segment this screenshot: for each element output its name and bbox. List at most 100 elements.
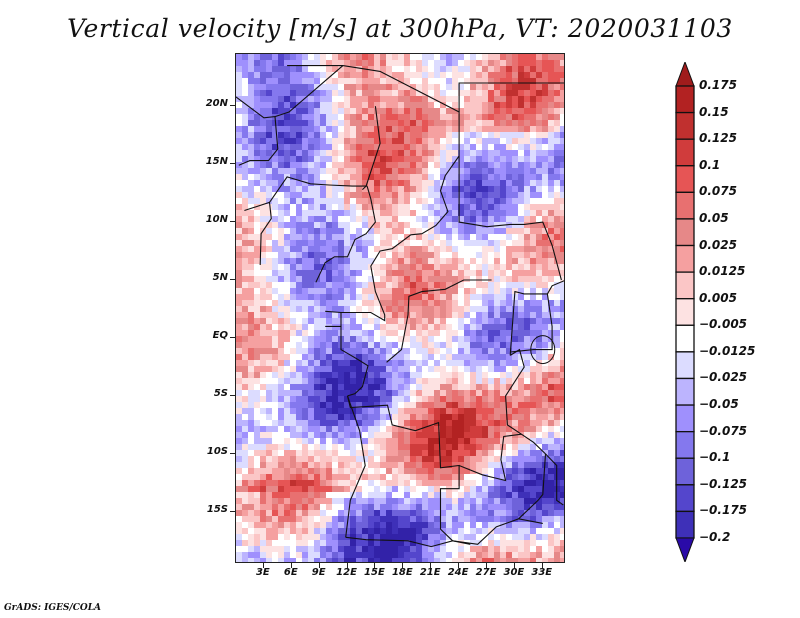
lon-tick-label: 18E	[391, 567, 413, 578]
border-line	[236, 96, 279, 166]
colorbar-segment	[675, 191, 695, 220]
colorbar-level-label: −0.1	[699, 450, 731, 465]
lon-tick-mark	[318, 563, 320, 568]
colorbar-level-label: 0.005	[699, 290, 737, 305]
lon-tick-mark	[346, 563, 348, 568]
colorbar-level-label: 0.075	[699, 184, 737, 199]
border-line	[545, 453, 564, 506]
map-plot-area	[235, 53, 565, 563]
border-line	[269, 176, 368, 203]
colorbar-level-label: −0.075	[699, 423, 748, 438]
border-line	[362, 106, 381, 190]
lon-tick-label: 15E	[364, 567, 385, 578]
lon-tick-mark	[430, 563, 432, 568]
colorbar-segment	[675, 510, 695, 539]
lat-tick-label: 10S	[206, 445, 228, 457]
colorbar-segment	[675, 85, 695, 114]
colorbar-level-label: −0.05	[699, 397, 739, 412]
lat-tick-mark	[230, 336, 235, 338]
colorbar	[675, 62, 695, 562]
lat-tick-mark	[230, 221, 235, 223]
lat-tick-label: 5S	[213, 387, 228, 399]
lat-tick-mark	[230, 510, 235, 512]
border-line	[325, 310, 371, 314]
field-cells	[236, 54, 564, 562]
border-line	[274, 65, 344, 118]
colorbar-level-label: 0.0125	[699, 264, 746, 279]
colorbar-segment	[675, 324, 695, 353]
lat-tick-label: 10N	[205, 214, 228, 226]
colorbar-segment	[675, 271, 695, 300]
lat-tick-label: 20N	[205, 98, 228, 110]
lat-tick-mark	[230, 163, 235, 165]
border-line	[287, 65, 460, 322]
lon-tick-mark	[262, 563, 264, 568]
colorbar-level-label: −0.0125	[699, 343, 756, 358]
lon-tick-label: 33E	[531, 567, 553, 578]
colorbar-level-label: 0.025	[699, 237, 737, 252]
border-line	[511, 293, 553, 353]
colorbar-segment	[675, 218, 695, 247]
colorbar-segment	[675, 457, 695, 486]
colorbar-segment	[675, 404, 695, 433]
colorbar-segment	[675, 138, 695, 167]
colorbar-under-arrow	[675, 537, 695, 562]
colorbar-segment	[675, 377, 695, 406]
border-line	[518, 453, 547, 520]
colorbar-segment	[675, 111, 695, 140]
colorbar-segment	[675, 351, 695, 380]
border-line	[452, 518, 543, 545]
lat-tick-mark	[230, 279, 235, 281]
lon-tick-mark	[290, 563, 292, 568]
lat-tick-label: 15S	[206, 503, 228, 515]
colorbar-segment	[675, 484, 695, 513]
lon-tick-mark	[485, 563, 487, 568]
lon-tick-label: 24E	[447, 567, 469, 578]
lat-tick-label: 5N	[212, 272, 228, 284]
colorbar-level-label: −0.175	[699, 503, 748, 518]
border-line	[244, 201, 272, 266]
colorbar-level-label: 0.1	[699, 157, 721, 172]
colorbar-segment	[675, 165, 695, 194]
colorbar-level-label: 0.175	[699, 78, 737, 92]
border-line	[346, 395, 460, 542]
lake-victoria-outline	[530, 335, 556, 365]
lat-tick-mark	[230, 452, 235, 454]
colorbar-level-label: 0.15	[699, 104, 729, 119]
colorbar-over-arrow	[675, 62, 695, 87]
colorbar-level-label: 0.05	[699, 210, 729, 225]
colorbar-level-label: −0.025	[699, 370, 748, 385]
lon-tick-label: 27E	[475, 567, 497, 578]
colorbar-segment	[675, 430, 695, 459]
chart-title: Vertical velocity [m/s] at 300hPa, VT: 2…	[67, 14, 733, 43]
lon-tick-label: 30E	[503, 567, 525, 578]
border-line	[458, 156, 562, 281]
colorbar-level-label: −0.2	[699, 530, 731, 544]
lon-tick-mark	[458, 563, 460, 568]
lat-tick-mark	[230, 105, 235, 107]
lon-tick-mark	[513, 563, 515, 568]
border-line	[386, 279, 492, 363]
border-line	[315, 185, 376, 283]
border-line	[345, 395, 366, 538]
border-line	[458, 433, 522, 482]
vertical-velocity-field	[236, 54, 564, 562]
border-line	[458, 82, 564, 112]
grads-credit: GrADS: IGES/COLA	[4, 603, 102, 613]
colorbar-level-label: −0.125	[699, 476, 748, 491]
border-line	[505, 348, 546, 455]
lon-tick-label: 21E	[419, 567, 441, 578]
colorbar-level-label: 0.125	[699, 131, 737, 146]
lat-tick-label: 15N	[205, 156, 228, 168]
lon-tick-mark	[374, 563, 376, 568]
country-borders	[236, 65, 564, 548]
border-line	[509, 280, 564, 356]
border-line	[340, 326, 369, 397]
colorbar-segment	[675, 298, 695, 326]
colorbar-segment	[675, 244, 695, 273]
lat-tick-mark	[230, 394, 235, 396]
lon-tick-label: 6E	[283, 567, 298, 578]
lon-tick-label: 9E	[311, 567, 326, 578]
lon-tick-label: 12E	[336, 567, 357, 578]
lon-tick-label: 3E	[255, 567, 270, 578]
